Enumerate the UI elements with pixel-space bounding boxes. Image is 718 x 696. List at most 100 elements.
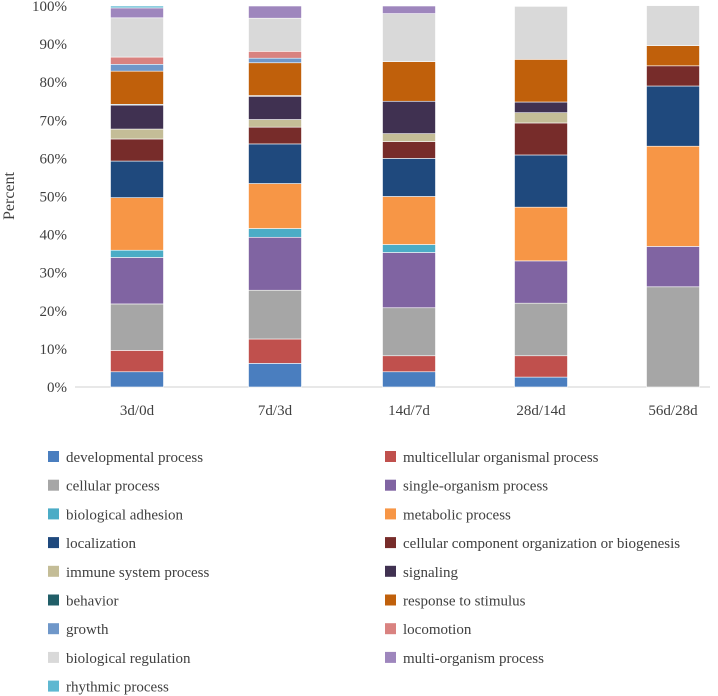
bar-segment [514, 6, 568, 60]
legend-item: metabolic process [385, 507, 511, 523]
legend-swatch [385, 565, 396, 577]
bar-segment [514, 260, 568, 304]
bar-segment [248, 143, 302, 184]
y-tick-label: 20% [40, 304, 68, 320]
bar-segment [382, 133, 436, 142]
y-axis-label: Percent [1, 171, 18, 220]
bar-stack [248, 5, 302, 388]
bar-segment [382, 61, 436, 102]
bar-segment [382, 100, 436, 134]
bar-segment [110, 5, 164, 9]
bar-segment [646, 286, 700, 388]
legend-item: developmental process [48, 450, 203, 466]
bar-segment [382, 252, 436, 309]
y-tick-label: 80% [40, 75, 68, 91]
bar-segment [110, 63, 164, 72]
bar-segment [248, 51, 302, 59]
bar-segment [514, 355, 568, 378]
bars [110, 5, 700, 388]
bar-segment [110, 138, 164, 162]
bar-segment [248, 183, 302, 229]
y-tick-label: 100% [32, 0, 67, 15]
legend-item: multi-organism process [385, 651, 544, 667]
legend-item: response to stimulus [385, 594, 526, 610]
legend: developmental process multicellular organ… [48, 450, 680, 696]
bar-segment [110, 17, 164, 58]
x-tick-label: 3d/0d [120, 403, 155, 419]
legend-swatch [48, 651, 59, 663]
x-tick-label: 56d/28d [648, 403, 698, 419]
bar-stack [514, 6, 568, 388]
y-tick-label: 50% [40, 190, 68, 206]
y-tick-label: 90% [40, 37, 68, 53]
bar-segment [382, 355, 436, 373]
legend-swatch [385, 479, 396, 491]
bar-segment [514, 59, 568, 103]
legend-label: signaling [403, 565, 458, 581]
bar-segment [110, 128, 164, 140]
bar-segment [646, 145, 700, 247]
legend-item: cellular component organization or bioge… [385, 536, 680, 552]
legend-label: biological adhesion [66, 507, 184, 523]
bar-segment [110, 7, 164, 19]
bar-segment [646, 85, 700, 147]
bar-segment [382, 158, 436, 197]
legend-swatch [48, 451, 59, 462]
bar-segment [248, 119, 302, 128]
bar-segment [382, 196, 436, 245]
bar-stack [110, 5, 164, 388]
bar-segment [248, 62, 302, 96]
legend-label: growth [66, 622, 109, 638]
legend-item: rhythmic process [48, 680, 169, 696]
legend-item: multicellular organismal process [385, 450, 599, 466]
bar-segment [382, 13, 436, 62]
bar-segment [646, 65, 700, 87]
legend-label: single-organism process [403, 479, 548, 495]
legend-item: locomotion [385, 622, 472, 638]
legend-item: signaling [385, 565, 458, 581]
bar-segment [110, 56, 164, 65]
legend-label: cellular component organization or bioge… [403, 536, 680, 552]
bar-segment [514, 112, 568, 124]
legend-label: developmental process [66, 450, 203, 466]
bar-segment [248, 363, 302, 388]
bar-segment [514, 122, 568, 156]
x-tick-labels: 3d/0d 7d/3d 14d/7d 28d/14d 56d/28d [120, 403, 698, 419]
legend-label: immune system process [66, 565, 209, 581]
bar-segment [110, 104, 164, 130]
legend-swatch [385, 594, 396, 606]
bar-segment [248, 289, 302, 340]
legend-swatch [48, 594, 59, 606]
legend-swatch [48, 680, 59, 692]
legend-label: multi-organism process [403, 651, 544, 667]
legend-swatch [48, 508, 59, 520]
bar-segment [110, 160, 164, 198]
bar-segment [248, 228, 302, 238]
bar-segment [382, 141, 436, 159]
bar-segment [110, 257, 164, 305]
bar-segment [514, 376, 568, 388]
legend-label: metabolic process [403, 507, 511, 523]
bar-segment [248, 57, 302, 64]
legend-item: localization [48, 536, 136, 552]
legend-swatch [48, 479, 59, 491]
bar-segment [514, 206, 568, 262]
y-tick-label: 60% [40, 151, 68, 167]
legend-swatch [385, 537, 396, 549]
bar-segment [110, 197, 164, 251]
legend-label: locomotion [403, 622, 472, 638]
legend-item: behavior [48, 594, 118, 610]
legend-swatch [385, 623, 396, 635]
legend-item: immune system process [48, 565, 209, 581]
legend-label: response to stimulus [403, 594, 526, 610]
bar-segment [248, 126, 302, 145]
bar-segment [248, 5, 302, 19]
y-tick-label: 30% [40, 266, 68, 282]
y-tick-label: 10% [40, 342, 68, 358]
legend-label: localization [66, 536, 136, 552]
bar-segment [248, 95, 302, 120]
bar-segment [514, 101, 568, 113]
x-tick-label: 7d/3d [258, 403, 293, 419]
bar-segment [110, 70, 164, 105]
bar-segment [514, 154, 568, 208]
